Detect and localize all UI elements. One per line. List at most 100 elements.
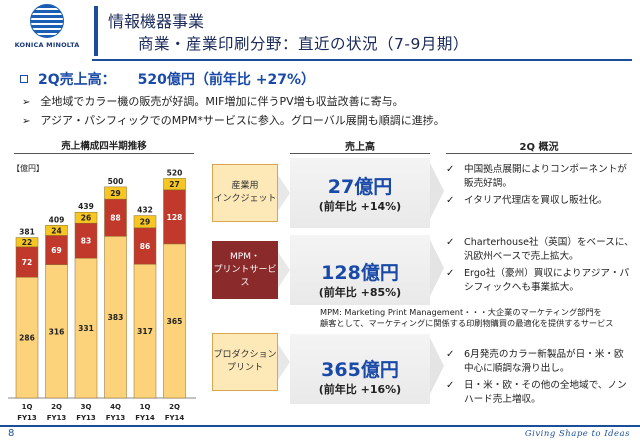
- total-label: 520: [167, 168, 183, 177]
- headline: 2Q売上高： 520億円（前年比 +27%）: [20, 69, 315, 89]
- bar-segment: [133, 215, 157, 229]
- total-label: 409: [49, 215, 65, 224]
- x-tick-quarter: 4Q: [110, 403, 121, 411]
- note-item: イタリア代理店を買収し販社化。: [446, 194, 632, 208]
- segment-box-production-print: プロダクション プリント: [212, 333, 278, 391]
- x-tick-quarter: 1Q: [22, 403, 33, 411]
- bar-segment: [163, 178, 186, 191]
- note-item: 6月発売のカラー新製品が日・米・欧中心に順調な滑り出し。: [446, 348, 632, 375]
- yoy-mpm: (前年比 +85%): [318, 286, 402, 299]
- segment-label: プリントサービス: [213, 264, 277, 288]
- sales-column-header: 売上高: [345, 142, 375, 153]
- chart-unit-label: 【億円】: [12, 164, 44, 173]
- bar-segment: [74, 211, 98, 224]
- note-item: 中国拠点展開によりコンポーネントが販売好調。: [446, 163, 632, 190]
- x-tick-fiscal-year: FY14: [165, 414, 185, 422]
- summary-bullet: アジア・パシフィックでのMPM*サービスに参入。グローバル展開も順調に進捗。: [22, 112, 444, 131]
- x-tick-quarter: 2Q: [51, 403, 62, 411]
- sales-value-production-print: 365億円: [321, 359, 399, 381]
- notes-inkjet: 中国拠点展開によりコンポーネントが販売好調。 イタリア代理店を買収し販社化。: [446, 163, 632, 212]
- overview-column-header: 2Q 概況: [519, 142, 559, 153]
- data-label: 365: [167, 317, 183, 326]
- data-label: 22: [22, 238, 32, 247]
- x-tick-quarter: 1Q: [140, 403, 151, 411]
- data-label: 83: [81, 237, 91, 246]
- x-tick-fiscal-year: FY14: [135, 414, 155, 422]
- segment-label: プリント: [226, 363, 263, 373]
- sales-header-underline: [290, 153, 430, 154]
- footer-divider: [0, 425, 640, 427]
- summary-bullets: 全地域でカラー機の販売が好調。MIF増加に伴うPV増も収益改善に寄与。 アジア・…: [22, 93, 445, 131]
- sales-panel-mpm: [290, 235, 430, 305]
- page-title: 情報機器事業: [108, 12, 205, 31]
- square-bullet-icon: [20, 75, 28, 83]
- bar-segment: [45, 225, 68, 236]
- yoy-production-print: (前年比 +16%): [318, 383, 402, 396]
- yoy-inkjet: (前年比 +14%): [318, 200, 402, 213]
- total-label: 381: [19, 228, 35, 237]
- header-divider: [92, 59, 632, 61]
- data-label: 86: [140, 242, 150, 251]
- chart-title-underline: [14, 153, 194, 154]
- bar-segment: [15, 237, 39, 248]
- total-label: 500: [108, 177, 124, 186]
- data-label: 27: [169, 180, 179, 189]
- x-tick-fiscal-year: FY13: [47, 414, 67, 422]
- bar-segment: [104, 186, 127, 200]
- arrow-icon: [278, 175, 290, 211]
- overview-header-underline: [446, 153, 632, 154]
- header-accent-bar: [94, 6, 98, 56]
- segment-box-inkjet: 産業用インクジェット: [212, 164, 278, 222]
- data-label: 88: [110, 214, 120, 223]
- total-label: 439: [78, 202, 94, 211]
- data-label: 317: [137, 327, 153, 336]
- note-item: Charterhouse社（英国）をベースに、汎欧州ベースで売上拡大。: [446, 236, 636, 263]
- data-label: 383: [108, 313, 124, 322]
- headline-amount: 520億円（前年比 +27%）: [137, 72, 315, 88]
- chart-title: 売上構成四半期推移: [61, 141, 147, 152]
- logo-text: KONICA MINOLTA: [14, 41, 80, 49]
- segment-label: 産業用: [231, 181, 259, 191]
- mpm-note-line: MPM: Marketing Print Management・・・大企業のマー…: [320, 307, 602, 317]
- mpm-definition-note: MPM: Marketing Print Management・・・大企業のマー…: [320, 307, 613, 329]
- sales-value-mpm: 128億円: [321, 262, 399, 284]
- chevron-right-icon: [430, 338, 444, 394]
- page-subtitle: 商業・産業印刷分野：直近の状況（7-9月期）: [138, 35, 469, 53]
- mpm-note-line: 顧客として、マーケティングに関係する印刷物購買の最適化を提供するサービス: [320, 318, 614, 328]
- segment-box-mpm: MPM・プリントサービス: [212, 241, 278, 299]
- chevron-right-icon: [430, 163, 444, 219]
- data-label: 29: [110, 189, 120, 198]
- data-label: 72: [22, 258, 32, 267]
- data-label: 24: [51, 226, 61, 235]
- x-tick-fiscal-year: FY13: [106, 414, 126, 422]
- x-tick-quarter: 3Q: [81, 403, 92, 411]
- headline-label: 2Q売上高：: [38, 72, 116, 88]
- sales-value-inkjet: 27億円: [327, 176, 393, 198]
- x-tick-fiscal-year: FY13: [17, 414, 37, 422]
- sales-panel-production-print: [290, 334, 430, 404]
- data-label: 286: [19, 334, 35, 343]
- segment-label: MPM・: [230, 251, 260, 262]
- x-tick-fiscal-year: FY13: [76, 414, 96, 422]
- note-item: Ergo社（豪州）買収によりアジア・パシフィックへも事業拡大。: [446, 267, 636, 294]
- notes-production-print: 6月発売のカラー新製品が日・米・欧中心に順調な滑り出し。 日・米・欧・その他の全…: [446, 348, 632, 410]
- x-tick-quarter: 2Q: [169, 403, 180, 411]
- data-label: 29: [140, 218, 150, 227]
- chevron-right-icon: [430, 240, 444, 296]
- company-logo: KONICA MINOLTA: [8, 4, 86, 56]
- globe-icon: [30, 4, 64, 38]
- page-number: 8: [8, 428, 15, 439]
- notes-mpm: Charterhouse社（英国）をベースに、汎欧州ベースで売上拡大。 Ergo…: [446, 236, 636, 298]
- arrow-icon: [278, 344, 290, 380]
- note-item: 日・米・欧・その他の全地域で、ノンハード売上増収。: [446, 379, 632, 406]
- data-label: 316: [49, 327, 65, 336]
- summary-bullet: 全地域でカラー機の販売が好調。MIF増加に伴うPV増も収益改善に寄与。: [22, 93, 445, 112]
- segment-label: インクジェット: [213, 194, 277, 204]
- total-label: 432: [137, 206, 153, 215]
- data-label: 69: [51, 246, 61, 255]
- footer-tagline: Giving Shape to Ideas: [524, 429, 630, 439]
- segment-label: プロダクション: [213, 350, 277, 360]
- data-label: 331: [78, 324, 94, 333]
- sales-panel-inkjet: [290, 158, 430, 228]
